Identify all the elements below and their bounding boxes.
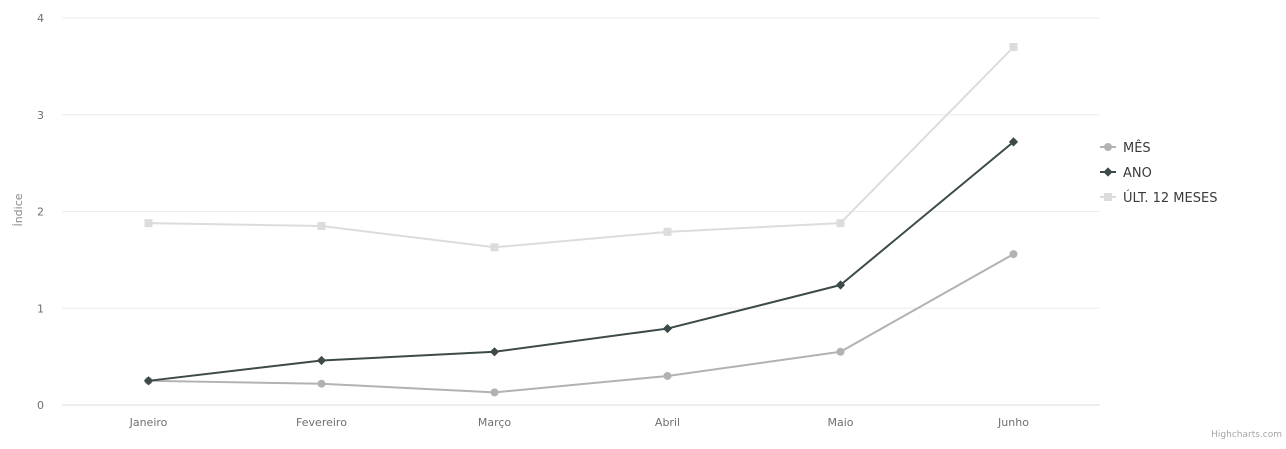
series-2-line	[147, 140, 1015, 382]
y-tick-label: 3	[37, 109, 44, 122]
x-tick-label: Maio	[827, 416, 853, 429]
series-2-point[interactable]	[143, 376, 154, 386]
series-3-point[interactable]	[663, 227, 672, 236]
legend-label: ANO	[1123, 166, 1152, 181]
axis-layer: 0 1 2 3 4 Janeiro Fevereiro Março Abril Maio Junho	[37, 12, 1100, 429]
legend-marker[interactable]	[1104, 143, 1112, 151]
series-3-point[interactable]	[836, 219, 845, 228]
y-tick-label: 2	[37, 206, 44, 219]
legend-marker[interactable]	[1103, 167, 1113, 177]
series-1-point[interactable]	[836, 347, 845, 356]
series-1-point[interactable]	[317, 379, 326, 388]
y-tick-label: 4	[37, 12, 44, 25]
legend-marker[interactable]	[1104, 193, 1112, 201]
series-2-point[interactable]	[662, 323, 673, 334]
series-1-point[interactable]	[663, 371, 672, 380]
grid-layer	[62, 17, 1100, 309]
x-tick-label: Abril	[655, 416, 680, 429]
legend: MÊS ANO ÚLT. 12 MESES	[1100, 140, 1217, 206]
legend-item-3[interactable]: ÚLT. 12 MESES	[1100, 190, 1217, 206]
x-tick-label: Fevereiro	[296, 416, 347, 429]
legend-item-2[interactable]: ANO	[1100, 166, 1152, 181]
series-2-point[interactable]	[316, 355, 327, 366]
y-tick-label: 1	[37, 302, 44, 315]
y-tick-label: 0	[37, 399, 44, 412]
series-3-point[interactable]	[317, 222, 326, 231]
y-axis-title: Índice	[12, 193, 25, 226]
series-layer	[143, 43, 1019, 397]
series-1-point[interactable]	[490, 388, 499, 397]
series-1-point[interactable]	[1009, 250, 1018, 259]
legend-label: ÚLT. 12 MESES	[1123, 190, 1217, 206]
series-3-point[interactable]	[1009, 43, 1018, 52]
series-2	[143, 137, 1019, 386]
series-2-point[interactable]	[489, 347, 500, 357]
series-3-point[interactable]	[144, 219, 153, 228]
x-tick-label: Junho	[997, 416, 1029, 429]
legend-label: MÊS	[1123, 140, 1151, 156]
series-3-point[interactable]	[490, 243, 499, 252]
credit-link[interactable]: Highcharts.com	[1211, 430, 1282, 440]
series-1	[144, 250, 1018, 397]
series-3-line	[147, 46, 1015, 249]
legend-item-1[interactable]: MÊS	[1100, 140, 1151, 156]
series-1-line	[147, 253, 1015, 394]
x-tick-label: Março	[478, 416, 512, 429]
series-2-point[interactable]	[835, 280, 846, 290]
series-3	[144, 43, 1018, 252]
series-2-point[interactable]	[1008, 137, 1019, 147]
x-tick-label: Janeiro	[129, 416, 168, 429]
